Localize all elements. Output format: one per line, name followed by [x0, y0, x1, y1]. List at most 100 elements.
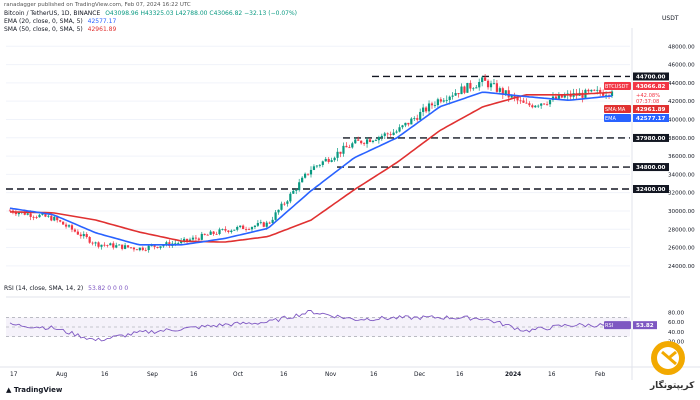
- currency-label: USDT: [662, 15, 679, 22]
- candle-body: [180, 240, 183, 244]
- candle-body: [360, 140, 363, 144]
- candle-body: [73, 229, 77, 232]
- candle-body: [109, 243, 112, 246]
- rsi-values: 53.82 0 0 0 0: [88, 285, 129, 292]
- level-badge: 34800.00: [636, 165, 665, 171]
- candle-body: [121, 244, 124, 249]
- level-badge: 32400.00: [636, 187, 665, 193]
- candle-body: [327, 158, 330, 162]
- candle-body: [53, 216, 56, 221]
- ema-badge-label-bg: [604, 114, 631, 122]
- candle-body: [144, 249, 147, 251]
- candle-body: [324, 158, 327, 162]
- ema-value: 42577.17: [87, 18, 117, 25]
- candle-body: [392, 132, 395, 136]
- candle-body: [351, 143, 354, 148]
- candle-body: [56, 216, 59, 221]
- candle-body: [165, 242, 168, 246]
- candle-body: [333, 157, 336, 161]
- price-tick: 32000.00: [668, 191, 695, 197]
- level-badge-bg: [633, 185, 669, 194]
- candle-body: [280, 203, 283, 210]
- grid: [6, 28, 630, 337]
- candle-body: [312, 166, 316, 170]
- candle-body: [265, 222, 268, 227]
- candle-body: [416, 118, 419, 120]
- candle-body: [100, 244, 103, 247]
- candle-body: [135, 249, 138, 251]
- candle-body: [439, 99, 442, 102]
- date-label: Dec: [414, 372, 425, 378]
- candle-body: [8, 210, 12, 212]
- candle-body: [424, 107, 428, 112]
- btc-change: +42.08%: [636, 93, 660, 99]
- sma-badge-value-bg: [633, 105, 669, 113]
- candle-body: [191, 237, 195, 240]
- watermark-text: کریپتونگار: [650, 381, 695, 391]
- price-tick: 36000.00: [668, 154, 695, 160]
- rsi-badge-label: RSI: [605, 323, 613, 329]
- candle-body: [88, 237, 91, 243]
- candle-body: [44, 213, 47, 217]
- date-label: 16: [190, 372, 198, 378]
- candle-body: [47, 215, 50, 217]
- candle-body: [457, 93, 460, 95]
- symbol-line: Bitcoin / TetherUS, 1D, BINANCE O43098.9…: [4, 10, 300, 17]
- candle-body: [492, 83, 496, 85]
- candle-body: [386, 133, 389, 135]
- candle-body: [35, 217, 38, 218]
- rsi-panel: [9, 309, 613, 342]
- candle-body: [599, 89, 602, 93]
- candle-body: [38, 214, 41, 218]
- level-badge-bg: [633, 72, 669, 81]
- candle-body: [227, 230, 230, 233]
- candle-body: [531, 105, 534, 108]
- candle-body: [289, 193, 292, 202]
- candle-body: [534, 105, 537, 108]
- date-label: 16: [101, 372, 109, 378]
- candle-body: [519, 100, 522, 102]
- candle-body: [268, 222, 271, 224]
- tradingview-logo[interactable]: ▲ TradingView: [6, 386, 63, 394]
- candle-body: [451, 95, 454, 97]
- candle-body: [277, 209, 280, 213]
- price-tick: 46000.00: [668, 63, 695, 69]
- candle-body: [537, 105, 540, 107]
- sma-value: 42961.89: [87, 26, 117, 33]
- candle-body: [472, 88, 475, 90]
- candle-body: [481, 77, 484, 83]
- sma-badge-label-bg: [604, 105, 631, 113]
- candle-body: [540, 103, 543, 106]
- sma-badge-value: 42961.89: [636, 107, 665, 113]
- candle-body: [174, 243, 177, 245]
- candle-body: [274, 212, 277, 220]
- price-tick: 26000.00: [668, 246, 695, 252]
- date-label: 16: [548, 372, 556, 378]
- candle-body: [348, 147, 351, 149]
- candle-body: [106, 245, 109, 246]
- ema-legend: EMA (20, close, 0, SMA, 5) 42577.17: [4, 18, 119, 25]
- level-badge-bg: [633, 163, 669, 172]
- candle-body: [64, 224, 68, 227]
- rsi-tick: 20.00: [668, 339, 684, 345]
- candle-body: [510, 95, 513, 98]
- candle-body: [484, 77, 487, 81]
- date-label: Aug: [56, 372, 68, 378]
- ema-badge-value: 42577.17: [636, 116, 665, 122]
- candle-body: [159, 246, 162, 248]
- sma-badge-label: SMA:MA: [605, 107, 626, 113]
- candle-body: [516, 97, 519, 101]
- candle-body: [97, 242, 100, 247]
- price-tick: 28000.00: [668, 227, 695, 233]
- candle-body: [398, 127, 401, 132]
- candle-body: [91, 242, 94, 244]
- candle-body: [548, 100, 552, 105]
- btc-countdown: 07:37:08: [636, 99, 659, 105]
- candle-body: [330, 160, 333, 162]
- candle-body: [147, 245, 150, 251]
- date-label: Sep: [147, 372, 158, 378]
- candle-body: [126, 245, 130, 248]
- candle-body: [306, 173, 310, 175]
- candle-body: [545, 104, 549, 106]
